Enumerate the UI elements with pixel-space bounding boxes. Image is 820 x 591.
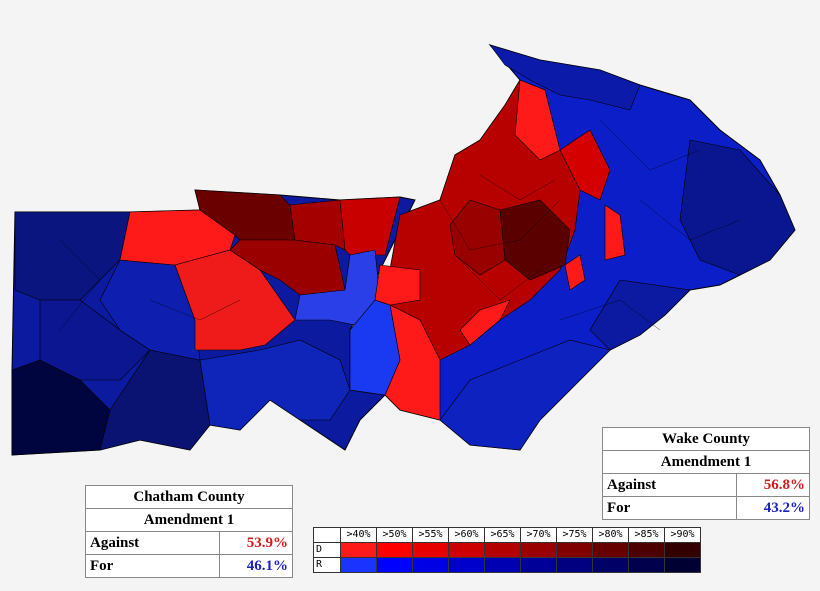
wake-title: Wake County [602,427,810,451]
legend-swatch-d [412,542,449,558]
legend-swatch-r [664,557,701,573]
chatham-results-table: Chatham County Amendment 1 Against 53.9%… [85,485,293,578]
legend-swatch-d [376,542,413,558]
legend-threshold: >60% [448,527,485,543]
wake-subtitle: Amendment 1 [602,450,810,474]
chatham-for-value: 46.1% [219,554,293,578]
wake-for-label: For [602,496,737,520]
legend-row-label-r: R [313,557,341,573]
legend-threshold: >50% [376,527,413,543]
legend-swatch-r [592,557,629,573]
chatham-subtitle: Amendment 1 [85,508,293,532]
legend-threshold: >80% [592,527,629,543]
legend-swatch-d [448,542,485,558]
legend-swatch-d [664,542,701,558]
legend-threshold: >90% [664,527,701,543]
legend-threshold: >75% [556,527,593,543]
legend-swatch-r [412,557,449,573]
legend-swatch-d [340,542,377,558]
legend-swatch-r [628,557,665,573]
wake-for-value: 43.2% [736,496,810,520]
legend-threshold: >70% [520,527,557,543]
legend-swatch-d [520,542,557,558]
wake-against-value: 56.8% [736,473,810,497]
legend-swatch-d [484,542,521,558]
legend-swatch-d [556,542,593,558]
legend-threshold: >55% [412,527,449,543]
legend-threshold: >65% [484,527,521,543]
legend-swatch-d [628,542,665,558]
legend-swatch-r [556,557,593,573]
legend-swatch-d [592,542,629,558]
wake-results-table: Wake County Amendment 1 Against 56.8% Fo… [602,427,810,520]
color-legend: >40% >50% >55% >60% >65% >70% >75% >80% >85% >90%… [313,527,701,573]
legend-swatch-r [340,557,377,573]
legend-row-label-d: D [313,542,341,558]
chatham-for-label: For [85,554,220,578]
legend-swatch-r [448,557,485,573]
legend-threshold: >85% [628,527,665,543]
legend-swatch-r [484,557,521,573]
chatham-against-label: Against [85,531,220,555]
legend-corner [313,527,341,543]
legend-swatch-r [520,557,557,573]
legend-threshold: >40% [340,527,377,543]
wake-against-label: Against [602,473,737,497]
chatham-against-value: 53.9% [219,531,293,555]
chatham-title: Chatham County [85,485,293,509]
legend-swatch-r [376,557,413,573]
